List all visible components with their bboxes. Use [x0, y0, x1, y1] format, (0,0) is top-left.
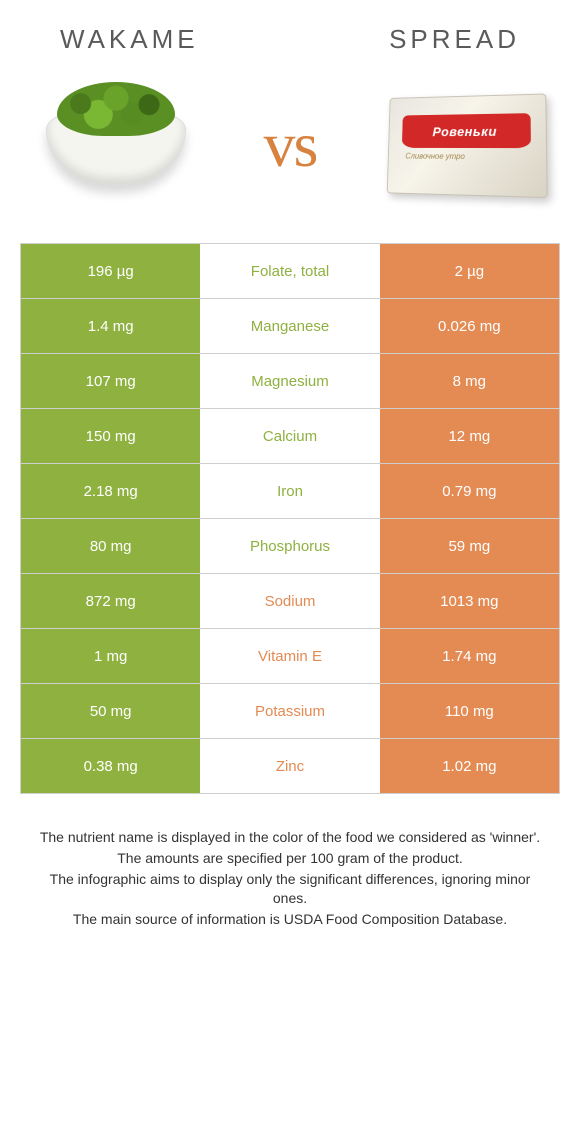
pack-subtitle: Сливочное утро — [405, 152, 465, 161]
value-right: 12 mg — [380, 409, 559, 463]
value-left: 150 mg — [21, 409, 200, 463]
value-left: 196 µg — [21, 244, 200, 298]
footnote-line: The infographic aims to display only the… — [34, 870, 546, 908]
value-right: 59 mg — [380, 519, 559, 573]
pack-brand: Ровеньки — [402, 113, 531, 148]
footnote-line: The nutrient name is displayed in the co… — [34, 828, 546, 847]
nutrient-label: Sodium — [200, 574, 379, 628]
food-image-right: Ровеньки Сливочное утро — [384, 85, 544, 205]
nutrient-label: Manganese — [200, 299, 379, 353]
value-right: 2 µg — [380, 244, 559, 298]
value-left: 1.4 mg — [21, 299, 200, 353]
value-left: 50 mg — [21, 684, 200, 738]
table-row: 2.18 mgIron0.79 mg — [21, 463, 559, 518]
table-row: 196 µgFolate, total2 µg — [21, 243, 559, 298]
table-row: 107 mgMagnesium8 mg — [21, 353, 559, 408]
table-row: 1.4 mgManganese0.026 mg — [21, 298, 559, 353]
vs-label: vs — [264, 108, 317, 182]
table-row: 872 mgSodium1013 mg — [21, 573, 559, 628]
footnote-line: The main source of information is USDA F… — [34, 910, 546, 929]
value-right: 1.02 mg — [380, 739, 559, 793]
value-right: 8 mg — [380, 354, 559, 408]
value-right: 0.79 mg — [380, 464, 559, 518]
value-left: 1 mg — [21, 629, 200, 683]
table-row: 150 mgCalcium12 mg — [21, 408, 559, 463]
nutrient-label: Zinc — [200, 739, 379, 793]
nutrient-label: Folate, total — [200, 244, 379, 298]
value-right: 1.74 mg — [380, 629, 559, 683]
nutrient-label: Vitamin E — [200, 629, 379, 683]
value-left: 107 mg — [21, 354, 200, 408]
bowl-icon — [46, 105, 186, 185]
footnotes: The nutrient name is displayed in the co… — [34, 828, 546, 928]
nutrient-label: Potassium — [200, 684, 379, 738]
value-left: 872 mg — [21, 574, 200, 628]
nutrient-label: Phosphorus — [200, 519, 379, 573]
header: Wakame Spread — [0, 0, 580, 65]
footnote-line: The amounts are specified per 100 gram o… — [34, 849, 546, 868]
food-image-left — [36, 85, 196, 205]
images-row: vs Ровеньки Сливочное утро — [0, 65, 580, 235]
value-left: 80 mg — [21, 519, 200, 573]
salad-icon — [57, 82, 175, 136]
value-right: 110 mg — [380, 684, 559, 738]
food-title-right: Spread — [389, 24, 520, 55]
nutrient-label: Calcium — [200, 409, 379, 463]
table-row: 0.38 mgZinc1.02 mg — [21, 738, 559, 793]
table-row: 1 mgVitamin E1.74 mg — [21, 628, 559, 683]
value-left: 2.18 mg — [21, 464, 200, 518]
food-title-left: Wakame — [60, 24, 199, 55]
table-row: 50 mgPotassium110 mg — [21, 683, 559, 738]
nutrient-table: 196 µgFolate, total2 µg1.4 mgManganese0.… — [20, 243, 560, 794]
spread-pack-icon: Ровеньки Сливочное утро — [387, 93, 548, 198]
value-right: 1013 mg — [380, 574, 559, 628]
nutrient-label: Iron — [200, 464, 379, 518]
table-row: 80 mgPhosphorus59 mg — [21, 518, 559, 573]
nutrient-label: Magnesium — [200, 354, 379, 408]
value-left: 0.38 mg — [21, 739, 200, 793]
value-right: 0.026 mg — [380, 299, 559, 353]
